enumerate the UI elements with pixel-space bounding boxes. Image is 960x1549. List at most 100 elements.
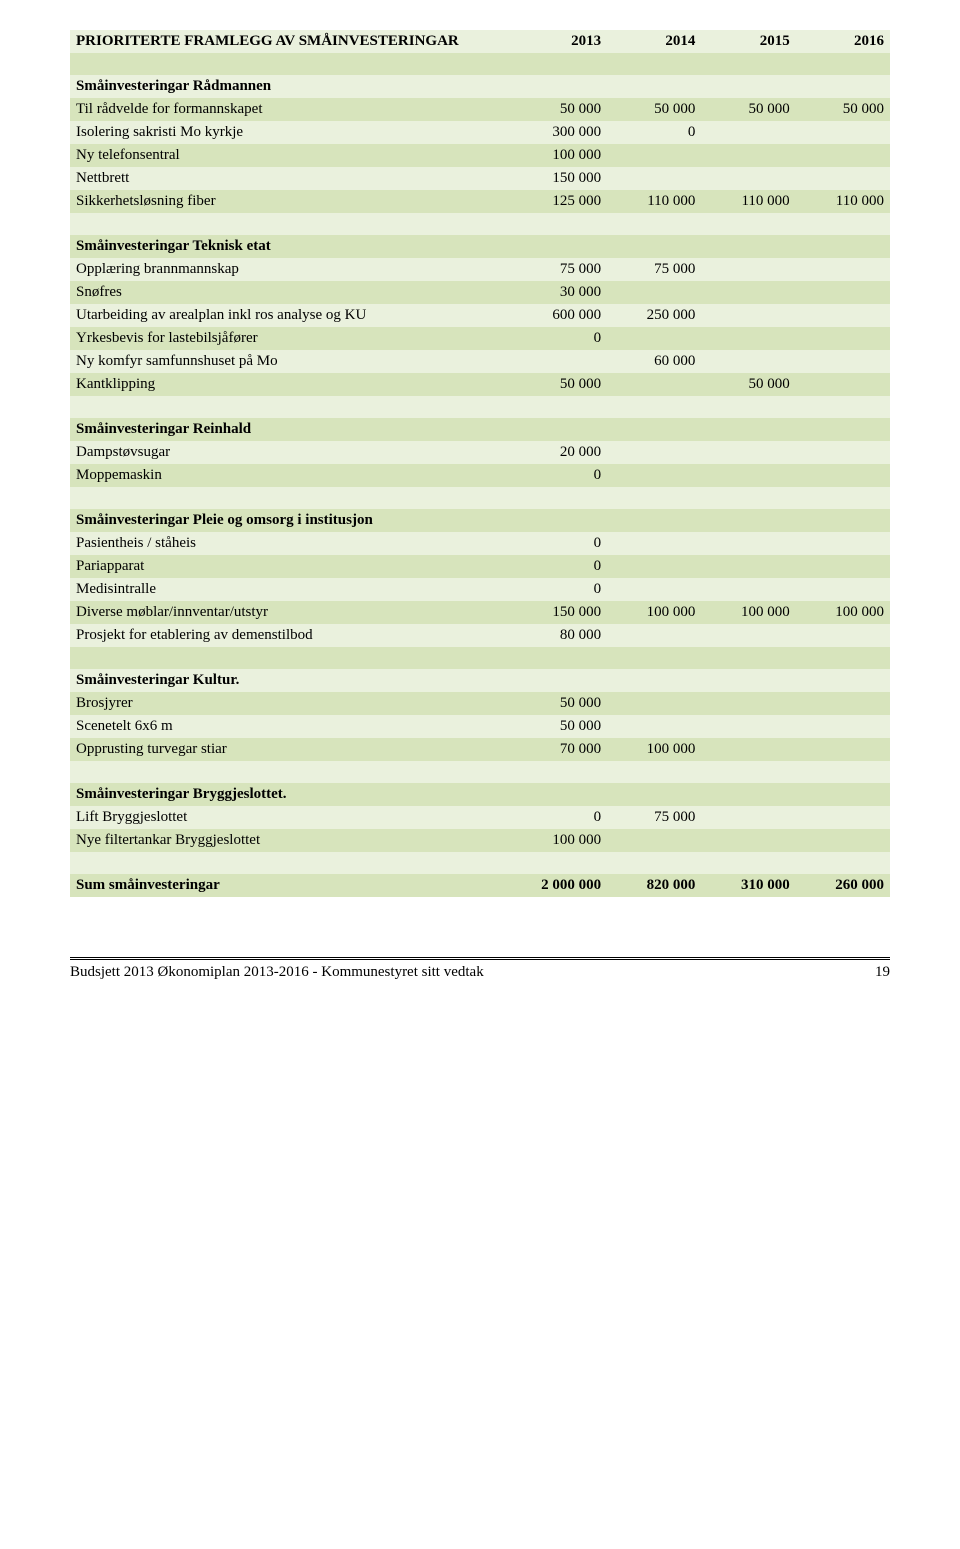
- row-value: [796, 806, 890, 829]
- row-label: Scenetelt 6x6 m: [70, 715, 513, 738]
- row-value: [701, 53, 795, 75]
- spacer-row: [70, 487, 890, 509]
- row-value: 30 000: [513, 281, 607, 304]
- row-value: [701, 75, 795, 98]
- row-label: Småinvesteringar Kultur.: [70, 669, 513, 692]
- row-value: [607, 373, 701, 396]
- row-value: 0: [513, 464, 607, 487]
- row-value: 100 000: [513, 829, 607, 852]
- row-value: [607, 669, 701, 692]
- row-value: [796, 281, 890, 304]
- table-header-row: PRIORITERTE FRAMLEGG AV SMÅINVESTERINGAR…: [70, 30, 890, 53]
- row-label: Yrkesbevis for lastebilsjåfører: [70, 327, 513, 350]
- row-value: [796, 464, 890, 487]
- row-value: 20 000: [513, 441, 607, 464]
- row-value: [701, 852, 795, 874]
- data-row: Scenetelt 6x6 m50 000: [70, 715, 890, 738]
- data-row: Til rådvelde for formannskapet50 00050 0…: [70, 98, 890, 121]
- row-value: 150 000: [513, 601, 607, 624]
- data-row: Moppemaskin0: [70, 464, 890, 487]
- row-value: 50 000: [607, 98, 701, 121]
- row-value: 100 000: [796, 601, 890, 624]
- row-label: Medisintralle: [70, 578, 513, 601]
- row-value: [796, 167, 890, 190]
- row-value: [796, 144, 890, 167]
- row-value: [796, 418, 890, 441]
- row-value: 75 000: [607, 806, 701, 829]
- footer-rule: [70, 957, 890, 960]
- data-row: Dampstøvsugar20 000: [70, 441, 890, 464]
- section-title-row: Småinvesteringar Reinhald: [70, 418, 890, 441]
- row-label: [70, 647, 513, 669]
- data-row: Brosjyrer50 000: [70, 692, 890, 715]
- data-row: Ny komfyr samfunnshuset på Mo60 000: [70, 350, 890, 373]
- row-value: [796, 396, 890, 418]
- row-value: [796, 783, 890, 806]
- row-value: 50 000: [513, 98, 607, 121]
- row-value: [607, 532, 701, 555]
- row-value: 2016: [796, 30, 890, 53]
- row-value: [701, 121, 795, 144]
- row-value: [701, 304, 795, 327]
- row-value: 820 000: [607, 874, 701, 897]
- row-value: [513, 418, 607, 441]
- row-label: Utarbeiding av arealplan inkl ros analys…: [70, 304, 513, 327]
- row-value: [513, 213, 607, 235]
- row-value: [513, 783, 607, 806]
- row-label: Dampstøvsugar: [70, 441, 513, 464]
- row-value: [607, 715, 701, 738]
- row-value: [701, 669, 795, 692]
- section-title-row: Småinvesteringar Rådmannen: [70, 75, 890, 98]
- row-value: [796, 53, 890, 75]
- row-value: 70 000: [513, 738, 607, 761]
- row-label: Småinvesteringar Reinhald: [70, 418, 513, 441]
- spacer-row: [70, 761, 890, 783]
- row-value: 50 000: [513, 715, 607, 738]
- row-value: [607, 418, 701, 441]
- row-value: 0: [607, 121, 701, 144]
- row-value: [796, 715, 890, 738]
- row-value: [701, 578, 795, 601]
- row-value: [701, 738, 795, 761]
- row-value: 110 000: [701, 190, 795, 213]
- row-value: 0: [513, 327, 607, 350]
- row-value: [796, 738, 890, 761]
- row-label: Pariapparat: [70, 555, 513, 578]
- row-value: [701, 783, 795, 806]
- row-value: [607, 464, 701, 487]
- row-value: [607, 396, 701, 418]
- section-title-row: Småinvesteringar Kultur.: [70, 669, 890, 692]
- row-value: 50 000: [701, 373, 795, 396]
- row-label: Isolering sakristi Mo kyrkje: [70, 121, 513, 144]
- row-value: [607, 213, 701, 235]
- row-value: [701, 213, 795, 235]
- footer-text: Budsjett 2013 Økonomiplan 2013-2016 - Ko…: [70, 964, 484, 981]
- data-row: Utarbeiding av arealplan inkl ros analys…: [70, 304, 890, 327]
- row-value: [701, 167, 795, 190]
- row-value: 80 000: [513, 624, 607, 647]
- section-title-row: Småinvesteringar Pleie og omsorg i insti…: [70, 509, 890, 532]
- row-label: [70, 852, 513, 874]
- row-label: [70, 53, 513, 75]
- row-value: 100 000: [701, 601, 795, 624]
- data-row: Prosjekt for etablering av demenstilbod8…: [70, 624, 890, 647]
- row-label: [70, 487, 513, 509]
- row-label: Småinvesteringar Bryggjeslottet.: [70, 783, 513, 806]
- row-label: Nye filtertankar Bryggjeslottet: [70, 829, 513, 852]
- row-value: [513, 350, 607, 373]
- row-label: Småinvesteringar Rådmannen: [70, 75, 513, 98]
- page-number: 19: [875, 964, 890, 981]
- row-value: [701, 418, 795, 441]
- row-label: Til rådvelde for formannskapet: [70, 98, 513, 121]
- data-row: Opplæring brannmannskap75 00075 000: [70, 258, 890, 281]
- row-label: Diverse møblar/innventar/utstyr: [70, 601, 513, 624]
- row-value: 0: [513, 555, 607, 578]
- data-row: Lift Bryggjeslottet075 000: [70, 806, 890, 829]
- row-value: [701, 350, 795, 373]
- row-value: [796, 121, 890, 144]
- row-value: [607, 829, 701, 852]
- row-value: [796, 350, 890, 373]
- row-value: [796, 75, 890, 98]
- row-label: Moppemaskin: [70, 464, 513, 487]
- row-value: [701, 441, 795, 464]
